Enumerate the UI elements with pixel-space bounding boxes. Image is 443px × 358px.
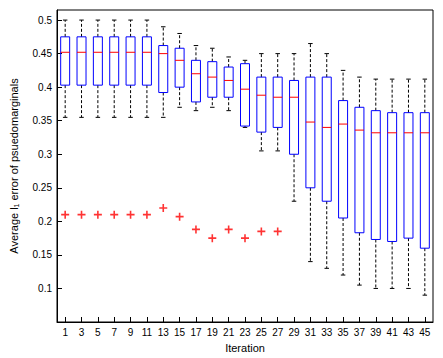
svg-text:23: 23: [239, 327, 251, 338]
svg-text:17: 17: [190, 327, 202, 338]
svg-text:43: 43: [403, 327, 415, 338]
svg-text:5: 5: [95, 327, 101, 338]
svg-text:0.1: 0.1: [38, 283, 52, 294]
svg-text:0.25: 0.25: [33, 182, 53, 193]
svg-text:7: 7: [111, 327, 117, 338]
svg-text:39: 39: [370, 327, 382, 338]
svg-text:27: 27: [272, 327, 284, 338]
svg-text:31: 31: [305, 327, 317, 338]
svg-text:33: 33: [321, 327, 333, 338]
svg-text:21: 21: [223, 327, 235, 338]
svg-text:29: 29: [288, 327, 300, 338]
svg-text:Average l₁ error of psuedomarg: Average l₁ error of psuedomarginals: [8, 78, 20, 254]
svg-text:0.15: 0.15: [33, 249, 53, 260]
svg-text:9: 9: [128, 327, 134, 338]
svg-text:0.5: 0.5: [38, 15, 52, 26]
svg-text:35: 35: [338, 327, 350, 338]
svg-text:0.4: 0.4: [38, 82, 52, 93]
svg-text:41: 41: [387, 327, 399, 338]
svg-text:11: 11: [142, 327, 153, 338]
svg-text:3: 3: [79, 327, 85, 338]
svg-text:45: 45: [419, 327, 431, 338]
svg-text:15: 15: [174, 327, 186, 338]
svg-text:0.45: 0.45: [33, 48, 53, 59]
svg-text:Iteration: Iteration: [225, 342, 265, 354]
svg-text:19: 19: [207, 327, 219, 338]
svg-text:1: 1: [62, 327, 68, 338]
svg-text:37: 37: [354, 327, 366, 338]
svg-text:13: 13: [158, 327, 170, 338]
svg-text:0.3: 0.3: [38, 149, 52, 160]
svg-text:0.2: 0.2: [38, 216, 52, 227]
svg-text:0.35: 0.35: [33, 115, 53, 126]
svg-text:25: 25: [256, 327, 268, 338]
